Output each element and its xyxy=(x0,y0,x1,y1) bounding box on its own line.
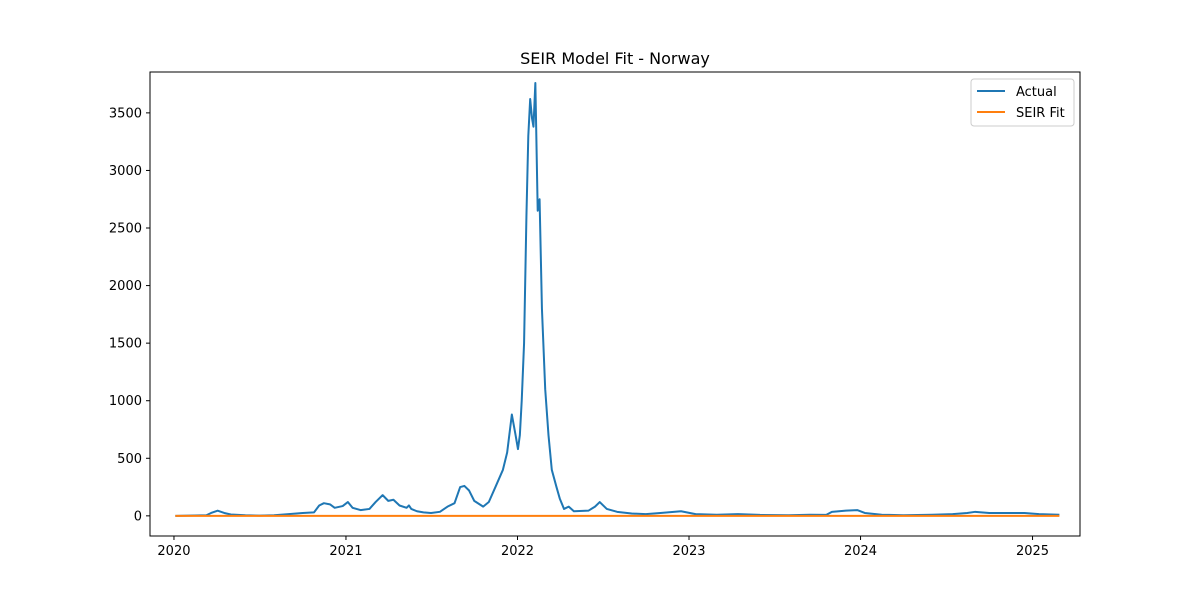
y-tick-label: 500 xyxy=(117,452,142,467)
y-tick-label: 2000 xyxy=(109,279,142,294)
y-tick-label: 3500 xyxy=(109,106,142,121)
y-axis: 0 500 1000 1500 2000 2500 3000 3500 xyxy=(109,106,150,524)
x-tick-label: 2023 xyxy=(672,544,705,559)
legend-label-actual: Actual xyxy=(1016,85,1057,100)
plot-background xyxy=(150,72,1080,536)
y-tick-label: 3000 xyxy=(109,164,142,179)
legend: Actual SEIR Fit xyxy=(970,78,1075,127)
x-tick-label: 2025 xyxy=(1016,544,1049,559)
axes-frame xyxy=(149,71,1081,537)
x-tick-label: 2024 xyxy=(844,544,877,559)
series-layer xyxy=(175,81,1060,517)
y-tick-label: 1500 xyxy=(109,337,142,352)
chart-title: SEIR Model Fit - Norway xyxy=(520,49,710,68)
x-axis: 2020 2021 2022 2023 2024 2025 xyxy=(157,536,1049,559)
x-tick-label: 2020 xyxy=(157,544,190,559)
y-tick-label: 0 xyxy=(134,509,142,524)
y-tick-label: 2500 xyxy=(109,222,142,237)
y-tick-label: 1000 xyxy=(109,394,142,409)
legend-label-seir-fit: SEIR Fit xyxy=(1016,106,1065,121)
x-tick-label: 2021 xyxy=(329,544,362,559)
plot-area xyxy=(149,71,1081,537)
x-tick-label: 2022 xyxy=(501,544,534,559)
